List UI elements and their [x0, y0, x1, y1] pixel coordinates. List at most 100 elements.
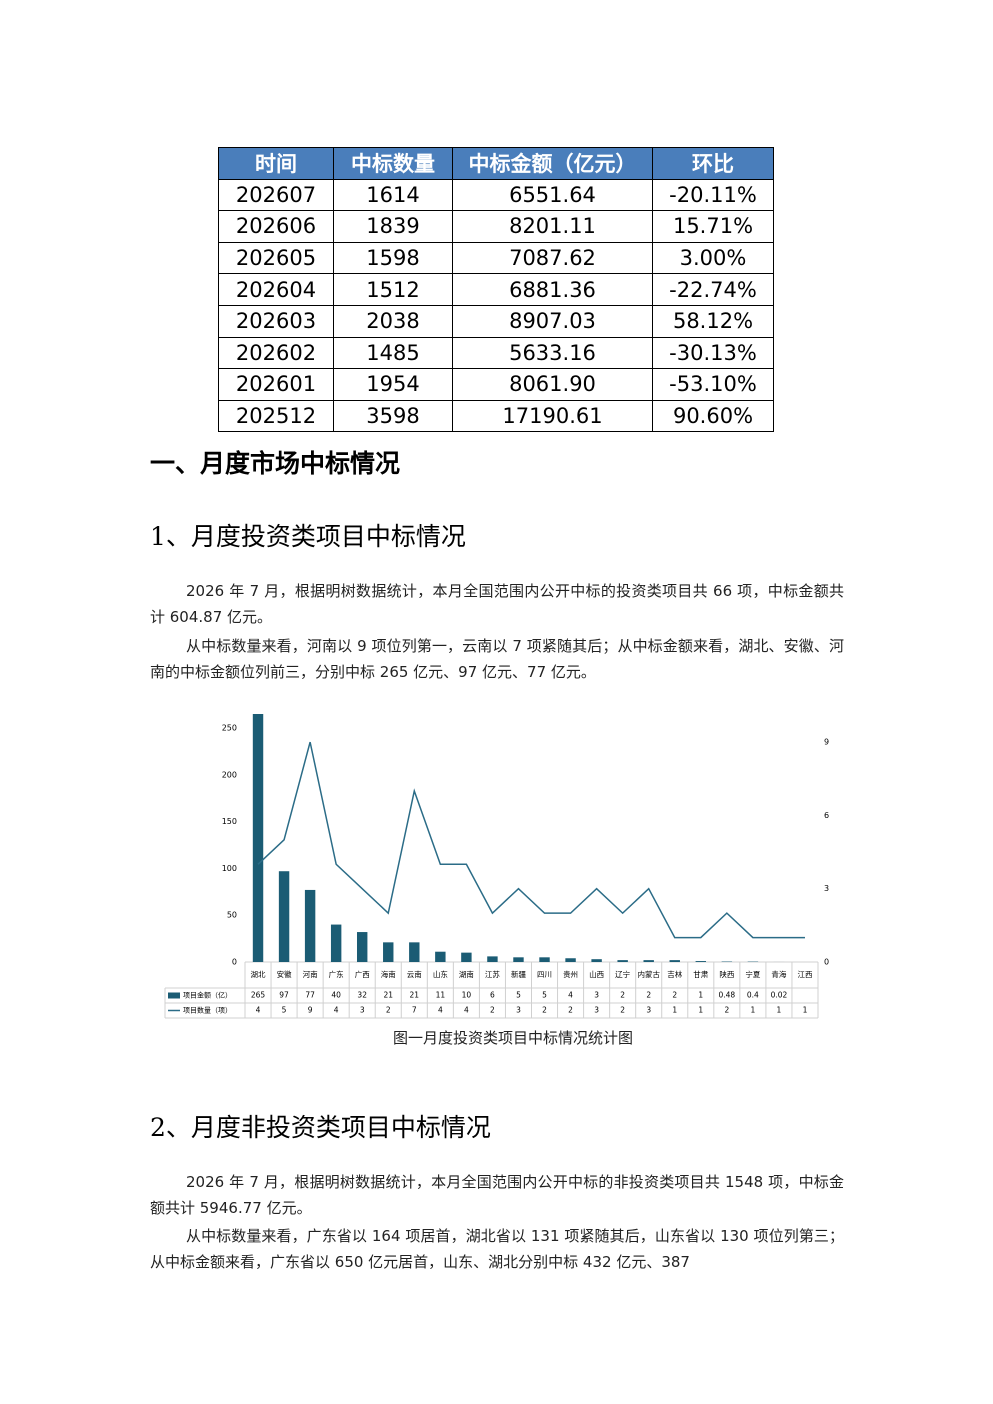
y-tick-label: 100 [222, 864, 237, 873]
legend-label: 项目金额（亿） [183, 991, 232, 1000]
table-cell: 202607 [218, 178, 334, 212]
section-title: 一、月度市场中标情况 [150, 449, 401, 478]
table-row: 202605 1598 7087.62 3.00% [218, 241, 774, 275]
table-value: 2 [490, 1006, 495, 1015]
y-tick-label: 50 [227, 911, 237, 920]
x-tick-label: 广东 [329, 969, 344, 979]
table-value: 3 [646, 1006, 651, 1015]
y-tick-label: 150 [222, 817, 237, 826]
table-value: 7 [412, 1006, 417, 1015]
bar [565, 958, 576, 962]
table-value: 97 [279, 991, 289, 1000]
table-cell: 202605 [218, 241, 334, 275]
table-value: 2 [646, 991, 651, 1000]
x-tick-label: 海南 [381, 969, 396, 979]
table-value: 1 [777, 1006, 782, 1015]
table-body: 202607 1614 6551.64 -20.11% 202606 1839 8201.1… [218, 178, 774, 433]
bar [461, 952, 472, 962]
y2-tick-label: 6 [824, 811, 829, 820]
table-cell: 17190.61 [452, 399, 653, 433]
x-tick-label: 江西 [797, 970, 812, 979]
table-cell: 202601 [218, 368, 334, 401]
chart: 0501001502002500369项目金额（亿）项目数量（项）湖北2654安… [164, 714, 829, 1019]
bar [487, 956, 498, 962]
header-cell: 中标数量 [333, 147, 453, 180]
table-value: 21 [410, 991, 420, 1000]
bar [383, 942, 394, 962]
header-cell: 时间 [218, 147, 334, 180]
table-cell: 202606 [218, 210, 334, 243]
table-value: 4 [334, 1006, 339, 1015]
table-value: 0.4 [747, 991, 759, 1000]
table-value: 3 [516, 1006, 521, 1015]
table-cell: 1598 [333, 241, 453, 275]
x-tick-label: 甘肃 [693, 969, 708, 979]
y-tick-label: 200 [222, 770, 237, 779]
header-cell: 环比 [652, 147, 774, 180]
x-tick-label: 青海 [771, 969, 786, 979]
table-row: 202602 1485 5633.16 -30.13% [218, 336, 774, 370]
table-value: 5 [516, 991, 521, 1000]
table-value: 1 [672, 1006, 677, 1015]
table-value: 3 [594, 1006, 599, 1015]
table-value: 265 [251, 991, 266, 1000]
table-value: 0.48 [718, 991, 735, 1000]
table-cell: 1839 [333, 210, 453, 243]
y-tick-label: 0 [232, 958, 237, 967]
paragraph: 2026 年 7 月，根据明树数据统计，本月全国范围内公开中标的非投资类项目共 … [150, 1173, 844, 1217]
x-tick-label: 吉林 [667, 969, 682, 979]
table-row: 202601 1954 8061.90 -53.10% [218, 368, 774, 401]
table-cell: 90.60% [652, 399, 774, 433]
table-row: 202604 1512 6881.36 -22.74% [218, 273, 774, 306]
y-tick-label: 250 [222, 724, 237, 733]
table-cell: 58.12% [652, 304, 774, 338]
table-cell: 1485 [333, 336, 453, 370]
x-tick-label: 贵州 [563, 969, 578, 979]
y2-tick-label: 3 [824, 884, 829, 893]
table-value: 2 [542, 1006, 547, 1015]
table-value: 2 [620, 991, 625, 1000]
table-value: 2 [568, 1006, 573, 1015]
table-cell: 15.71% [652, 210, 774, 243]
table-cell: 202604 [218, 273, 334, 306]
table-value: 5 [542, 991, 547, 1000]
x-tick-label: 湖南 [459, 969, 474, 979]
table-cell: 8907.03 [452, 304, 653, 338]
table-value: 3 [594, 991, 599, 1000]
table-value: 4 [464, 1006, 469, 1015]
table-cell: -53.10% [652, 368, 774, 401]
bar [513, 957, 524, 962]
table-cell: -30.13% [652, 336, 774, 370]
table-value: 4 [568, 991, 573, 1000]
bar [409, 942, 420, 962]
table-row: 202606 1839 8201.11 15.71% [218, 210, 774, 243]
table-value: 4 [256, 1006, 261, 1015]
heading: 2、月度非投资类项目中标情况 [150, 1113, 491, 1142]
table-value: 77 [305, 991, 315, 1000]
table-value: 1 [750, 1006, 755, 1015]
table-value: 2 [386, 1006, 391, 1015]
table-cell: 202603 [218, 304, 334, 338]
paragraph: 2026 年 7 月，根据明树数据统计，本月全国范围内公开中标的投资类项目共 6… [150, 582, 844, 626]
bar [435, 951, 446, 962]
x-tick-label: 山东 [433, 969, 448, 979]
table-value: 3 [360, 1006, 365, 1015]
legend-label: 项目数量（项） [183, 1006, 232, 1015]
bar [591, 959, 602, 962]
table-value: 32 [357, 991, 367, 1000]
x-tick-label: 江苏 [485, 969, 500, 979]
x-tick-label: 河南 [303, 969, 318, 979]
table-cell: 1954 [333, 368, 453, 401]
table-cell: 1512 [333, 273, 453, 306]
x-tick-label: 安徽 [277, 969, 292, 979]
table-row: 202603 2038 8907.03 58.12% [218, 304, 774, 338]
bar [643, 960, 654, 962]
legend-key [168, 992, 180, 999]
table-cell: 8201.11 [452, 210, 653, 243]
bar [278, 871, 290, 962]
table-value: 5 [282, 1006, 287, 1015]
x-tick-label: 宁夏 [745, 969, 760, 979]
table-value: 40 [331, 991, 341, 1000]
x-tick-label: 广西 [355, 969, 370, 979]
